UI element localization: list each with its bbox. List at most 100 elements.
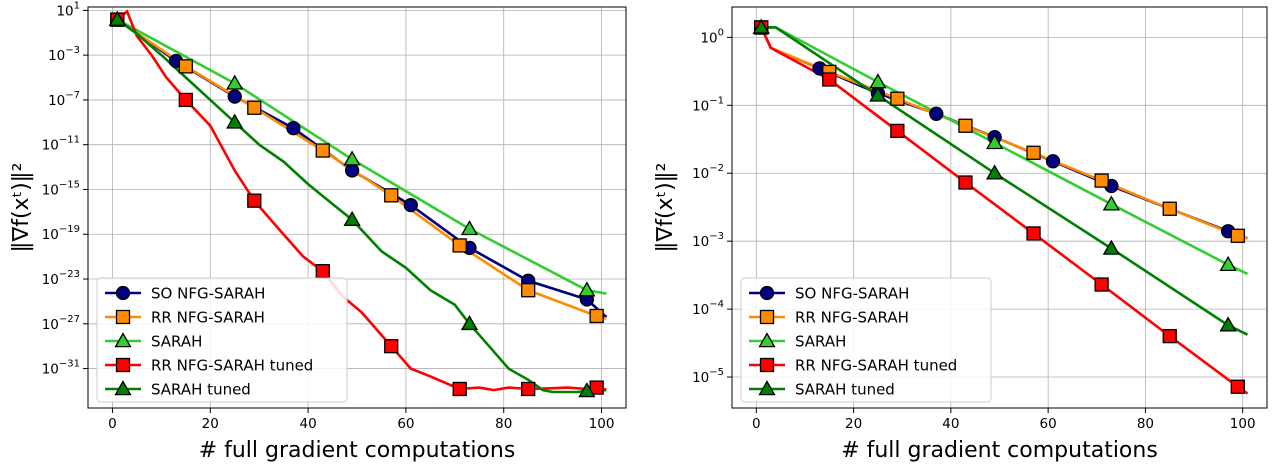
sarah-tuned-marker [108,10,126,26]
x-tick-label: 100 [589,416,615,432]
rr-nfg-sarah-tuned-marker [384,339,399,354]
legend-box [96,277,348,403]
legend-label: SO NFG-SARAH [795,285,909,303]
sarah-marker [460,220,479,236]
rr-nfg-sarah-marker [1230,228,1245,243]
rr-nfg-sarah-tuned-marker [1094,277,1109,292]
x-tick-label: 60 [397,416,414,432]
rr-nfg-sarah-tuned-marker [178,92,193,108]
legend-label: RR NFG-SARAH tuned [795,357,957,375]
so-nfg-sarah-marker [403,197,418,213]
sarah-marker [869,73,887,89]
sarah-tuned-marker [343,210,361,226]
legend-rr-nfg-sarah-marker [759,309,775,325]
rr-nfg-sarah-marker [452,238,467,253]
y-tick-label: 10−5 [692,367,724,386]
y-tick-label: 10−27 [42,314,80,333]
rr-nfg-sarah-marker [1094,173,1109,188]
rr-nfg-sarah-tuned-marker [1026,226,1041,241]
x-tick-label: 0 [752,416,761,432]
legend-label: RR NFG-SARAH [795,309,909,327]
legend-label: SARAH tuned [795,381,895,399]
rr-nfg-sarah-marker [890,91,905,106]
x-tick-label: 40 [942,416,959,432]
sarah-tuned-line [116,18,607,394]
sarah-tuned-marker [869,86,887,102]
y-tick-label: 10−3 [692,231,724,250]
x-tick-label: 80 [495,416,512,432]
so-nfg-sarah-marker [1045,154,1061,169]
legend-so-nfg-sarah-marker [115,285,131,301]
rr-nfg-sarah-tuned-line [760,26,1249,395]
legend-sarah-marker [114,332,132,348]
y-tick-label: 10−7 [48,90,80,109]
x-tick-label: 60 [1040,416,1057,432]
rr-nfg-sarah-tuned-marker [452,381,467,397]
legend-sarah-tuned-marker [114,380,132,396]
legend-so-nfg-sarah-marker [759,285,775,301]
rr-nfg-sarah-marker [384,188,399,203]
sarah-marker [986,134,1004,150]
y-tick-label: 10−11 [42,135,80,154]
rr-nfg-sarah-tuned-marker [1162,328,1177,344]
sarah-tuned-marker [460,314,479,331]
x-axis-label: # full gradient computations [199,438,516,463]
right-chart: 0 20 40 60 80 100 100 10−1 10−2 10−3 10−4 10−5 # ful… [653,6,1268,463]
rr-nfg-sarah-tuned-marker [315,264,330,279]
rr-nfg-sarah-marker [1026,145,1041,160]
y-tick-label: 10−23 [42,269,80,288]
so-nfg-sarah-marker [286,121,301,136]
y-axis-label: ‖∇f(xᵗ)‖² [9,163,34,253]
plot-frame [87,6,627,409]
sarah-line [761,26,1249,276]
sarah-tuned-marker [752,18,770,34]
x-tick-label: 20 [202,416,219,432]
y-tick-label: 10−4 [692,299,724,318]
sarah-tuned-marker [1102,239,1120,255]
legend-label: SO NFG-SARAH [151,285,265,303]
sarah-marker [578,281,596,297]
y-tick-label: 10−1 [692,95,724,114]
legend-label: RR NFG-SARAH tuned [151,357,313,375]
rr-nfg-sarah-tuned-marker [247,193,262,208]
rr-nfg-sarah-marker [958,118,973,133]
legend: SO NFG-SARAH RR NFG-SARAH SARAH RR NFG-SARA… [96,277,348,403]
x-tick-label: 20 [845,416,862,432]
y-tick-label: 10−31 [42,359,80,378]
x-tick-label: 80 [1137,416,1154,432]
rr-nfg-sarah-tuned-marker [589,380,604,395]
x-tick-label: 100 [1230,416,1256,432]
y-tick-label: 101 [56,0,80,19]
so-nfg-sarah-marker [929,106,944,121]
legend-rr-nfg-sarah-marker [115,309,131,325]
sarah-marker [1219,255,1237,271]
y-tick-label: 10−15 [42,179,80,198]
legend: SO NFG-SARAH RR NFG-SARAH SARAH RR NFG-SARA… [740,277,992,403]
legend-label: RR NFG-SARAH [151,309,265,327]
so-nfg-sarah-marker [344,163,360,178]
sarah-tuned-marker [226,113,244,129]
x-tick-label: 0 [108,416,117,432]
rr-nfg-sarah-marker [178,59,193,74]
y-tick-label: 10−2 [692,163,724,182]
legend-label: SARAH tuned [151,381,251,399]
y-tick-label: 10−19 [42,224,80,243]
sarah-marker [226,74,244,90]
x-tick-label: 40 [299,416,316,432]
legend-label: SARAH [795,333,846,351]
x-axis-label: # full gradient computations [841,438,1158,463]
rr-nfg-sarah-tuned-marker [1230,379,1245,394]
y-axis-label: ‖∇f(xᵗ)‖² [653,163,678,253]
legend-sarah-tuned-marker [758,380,776,396]
rr-nfg-sarah-marker [1162,201,1177,216]
sarah-tuned-marker [1219,316,1237,332]
rr-nfg-sarah-marker [247,100,262,115]
left-chart: 0 20 40 60 80 100 101 10−3 10−7 10−11 10−15 10−19 10… [9,0,627,463]
rr-nfg-sarah-marker [315,143,330,158]
legend-label: SARAH [151,333,202,351]
y-tick-label: 100 [700,27,724,46]
legend-rr-nfg-sarah-tuned-marker [115,357,131,373]
rr-nfg-sarah-tuned-marker [521,381,536,397]
so-nfg-sarah-marker [227,89,242,104]
